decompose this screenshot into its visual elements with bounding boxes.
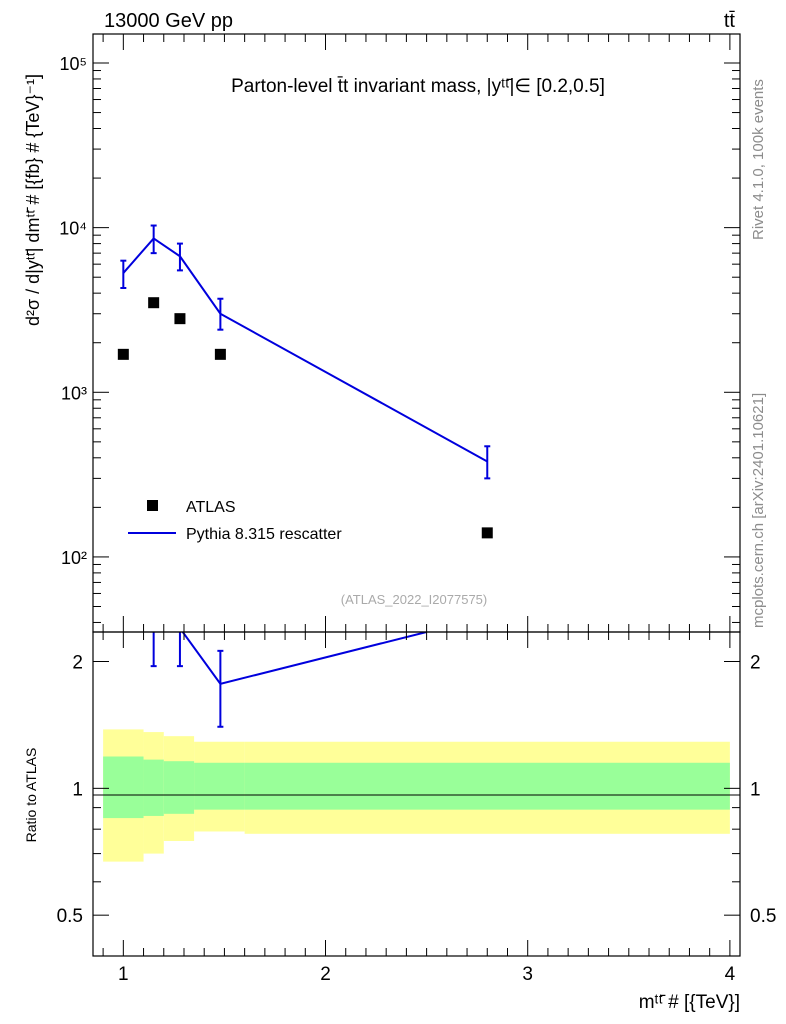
ratio-pythia-line: [181, 632, 427, 685]
ratio-y-tick-label-left: 0.5: [57, 906, 83, 927]
y-tick-label: 10⁵: [60, 54, 87, 74]
energy-label: 13000 GeV pp: [104, 10, 233, 32]
legend-pythia-label: Pythia 8.315 rescatter: [186, 526, 342, 543]
x-axis-label: mᵗᵗ̄ # [{TeV}]: [639, 992, 740, 1013]
ratio-y-label: Ratio to ATLAS: [23, 748, 39, 843]
ratio-y-tick-label-right: 0.5: [750, 906, 776, 927]
x-tick-label: 4: [725, 964, 736, 985]
process-label: tt̄: [724, 10, 736, 32]
ratio-y-tick-label-right: 2: [750, 653, 761, 674]
main-title: Parton-level t̄t invariant mass, |yᵗᵗ̄|∈…: [231, 76, 605, 97]
atlas-point: [174, 313, 186, 325]
inner-band: [194, 762, 245, 810]
y-tick-label: 10⁴: [59, 219, 87, 239]
ratio-y-tick-label-left: 1: [72, 779, 83, 800]
inner-band: [143, 759, 164, 816]
legend-atlas-label: ATLAS: [186, 499, 236, 516]
ratio-uncertainty-bands: [103, 729, 730, 862]
ratio-axis-ticks: 0.5 0.5 1 1 2 2 1 2 3 4: [57, 632, 776, 985]
mcplots-label: mcplots.cern.ch [arXiv:2401.10621]: [750, 393, 767, 628]
ratio-y-tick-label-left: 2: [72, 653, 83, 674]
ratio-y-tick-label-right: 1: [750, 779, 761, 800]
y-axis-label: d²σ / d|yᵗᵗ̄| dmᵗᵗ̄ # [{fb} # {TeV}⁻¹]: [23, 74, 43, 326]
main-axis-ticks: 10² 10³ 10⁴ 10⁵: [59, 34, 740, 632]
atlas-point: [214, 348, 226, 360]
atlas-point: [117, 348, 129, 360]
legend: ATLAS Pythia 8.315 rescatter: [128, 499, 342, 543]
y-tick-label: 10²: [61, 548, 87, 568]
y-tick-label: 10³: [61, 383, 87, 403]
inner-band: [244, 762, 730, 810]
x-tick-label: 3: [522, 964, 533, 985]
inner-band: [103, 756, 144, 819]
ratio-data-layer: [150, 632, 427, 728]
atlas-point: [148, 297, 160, 309]
atlas-point: [481, 527, 493, 539]
watermark: (ATLAS_2022_I2077575): [341, 592, 487, 607]
x-tick-label: 2: [320, 964, 331, 985]
ratio-frame: [92, 631, 741, 957]
inner-band: [163, 761, 195, 814]
main-data-layer: [117, 224, 493, 539]
x-tick-label: 1: [118, 964, 129, 985]
rivet-label: Rivet 4.1.0, 100k events: [750, 79, 767, 240]
pythia-line: [122, 237, 488, 463]
legend-atlas-marker: [147, 500, 158, 511]
